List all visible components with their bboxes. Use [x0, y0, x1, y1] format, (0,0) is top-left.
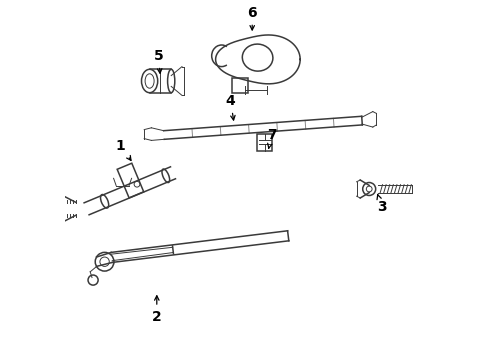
- Text: 4: 4: [226, 94, 236, 120]
- Bar: [232, 78, 247, 93]
- Text: 7: 7: [267, 128, 277, 148]
- Text: 3: 3: [377, 194, 387, 214]
- Text: 2: 2: [152, 296, 162, 324]
- Bar: [257, 134, 272, 151]
- Bar: [117, 163, 144, 198]
- Text: 5: 5: [154, 49, 164, 73]
- Text: 1: 1: [116, 139, 131, 161]
- Text: 6: 6: [247, 6, 257, 30]
